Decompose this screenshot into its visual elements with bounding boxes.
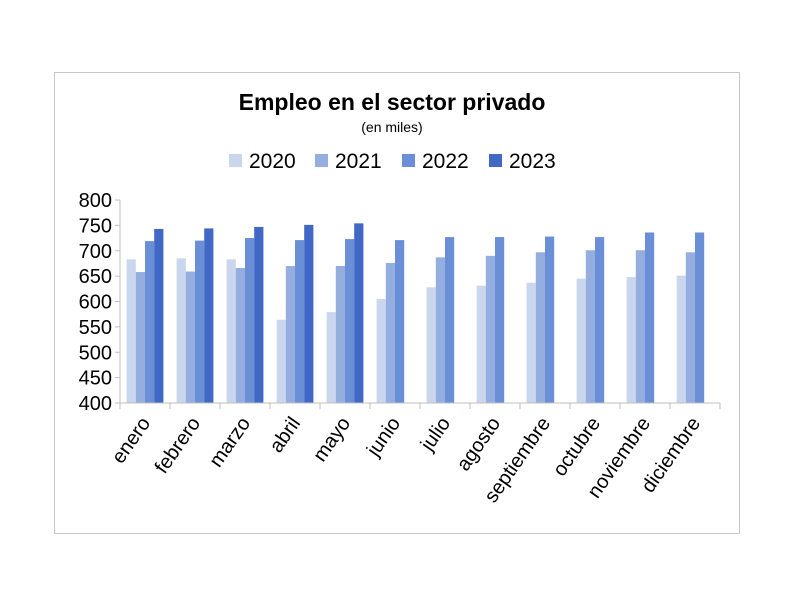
- bar-2020-febrero: [176, 258, 186, 403]
- bar-2021-septiembre: [535, 252, 545, 403]
- bar-2022-abril: [295, 240, 305, 403]
- legend-swatch-2022: [402, 154, 415, 167]
- x-tick-label: julio: [416, 413, 455, 456]
- bar-chart: Empleo en el sector privado (en miles) 2…: [79, 89, 721, 507]
- y-tick-label: 450: [79, 368, 112, 390]
- x-tick-label: febrero: [151, 413, 205, 478]
- y-tick-label: 750: [79, 215, 112, 237]
- x-tick-label: enero: [108, 413, 155, 468]
- y-tick-label: 400: [79, 393, 112, 415]
- bar-2020-mayo: [326, 312, 336, 403]
- x-tick-label: marzo: [205, 413, 255, 471]
- bar-2020-agosto: [476, 285, 486, 403]
- bar-2020-junio: [376, 298, 386, 403]
- bar-2020-abril: [276, 319, 286, 403]
- bar-2022-enero: [145, 241, 155, 403]
- legend-label-2023: 2023: [509, 150, 556, 173]
- bar-2020-octubre: [576, 278, 586, 403]
- bar-2021-noviembre: [635, 250, 645, 403]
- bar-2021-junio: [385, 262, 395, 403]
- bar-2021-julio: [435, 257, 445, 403]
- bar-2022-julio: [445, 237, 455, 403]
- legend-swatch-2023: [489, 154, 502, 167]
- bar-2021-marzo: [235, 268, 245, 403]
- bar-2023-enero: [154, 228, 164, 403]
- bar-2020-julio: [426, 287, 436, 403]
- bar-2020-diciembre: [676, 275, 686, 403]
- y-tick-label: 650: [79, 266, 112, 288]
- chart-subtitle: (en miles): [361, 119, 422, 135]
- x-tick-label: abril: [265, 413, 305, 457]
- chart-frame: Empleo en el sector privado (en miles) 2…: [54, 72, 740, 534]
- bar-2020-septiembre: [526, 282, 536, 403]
- y-tick-label: 700: [79, 241, 112, 263]
- bar-2020-enero: [126, 259, 136, 403]
- bar-2021-agosto: [485, 255, 495, 403]
- bar-2023-abril: [304, 224, 314, 403]
- chart-title: Empleo en el sector privado: [239, 89, 546, 115]
- bar-2023-mayo: [354, 223, 364, 403]
- bar-2021-febrero: [185, 271, 195, 403]
- y-tick-label: 800: [79, 190, 112, 212]
- bar-2021-mayo: [335, 265, 345, 403]
- legend-label-2022: 2022: [422, 150, 469, 173]
- bar-2021-octubre: [585, 250, 595, 403]
- bar-2020-noviembre: [626, 277, 636, 403]
- legend-label-2021: 2021: [335, 150, 382, 173]
- legend-swatch-2020: [229, 154, 242, 167]
- y-tick-label: 500: [79, 342, 112, 364]
- y-axis: 400 450 500 550 600 650 700 750 800: [79, 190, 121, 415]
- x-tick-label: agosto: [453, 413, 505, 475]
- bar-2022-marzo: [245, 238, 255, 403]
- bar-2022-agosto: [495, 237, 505, 403]
- bar-2021-diciembre: [685, 252, 695, 403]
- y-tick-label: 550: [79, 317, 112, 339]
- x-tick-label: junio: [362, 413, 405, 461]
- bar-2021-abril: [285, 265, 295, 403]
- x-tick-label: mayo: [309, 413, 355, 466]
- legend: 2020 2021 2022 2023: [229, 150, 556, 173]
- bar-2022-octubre: [595, 237, 605, 403]
- bar-2022-diciembre: [695, 232, 705, 403]
- legend-label-2020: 2020: [249, 150, 296, 173]
- bar-2022-septiembre: [545, 236, 555, 403]
- bars: [126, 223, 705, 403]
- bar-2023-marzo: [254, 226, 264, 403]
- bar-2022-noviembre: [645, 232, 655, 403]
- legend-swatch-2021: [315, 154, 328, 167]
- bar-2021-enero: [135, 272, 145, 403]
- bar-2022-mayo: [345, 239, 355, 403]
- bar-2022-junio: [395, 240, 405, 403]
- bar-2023-febrero: [204, 228, 214, 403]
- bar-2022-febrero: [195, 240, 205, 403]
- bar-2020-marzo: [226, 259, 236, 403]
- y-tick-label: 600: [79, 292, 112, 314]
